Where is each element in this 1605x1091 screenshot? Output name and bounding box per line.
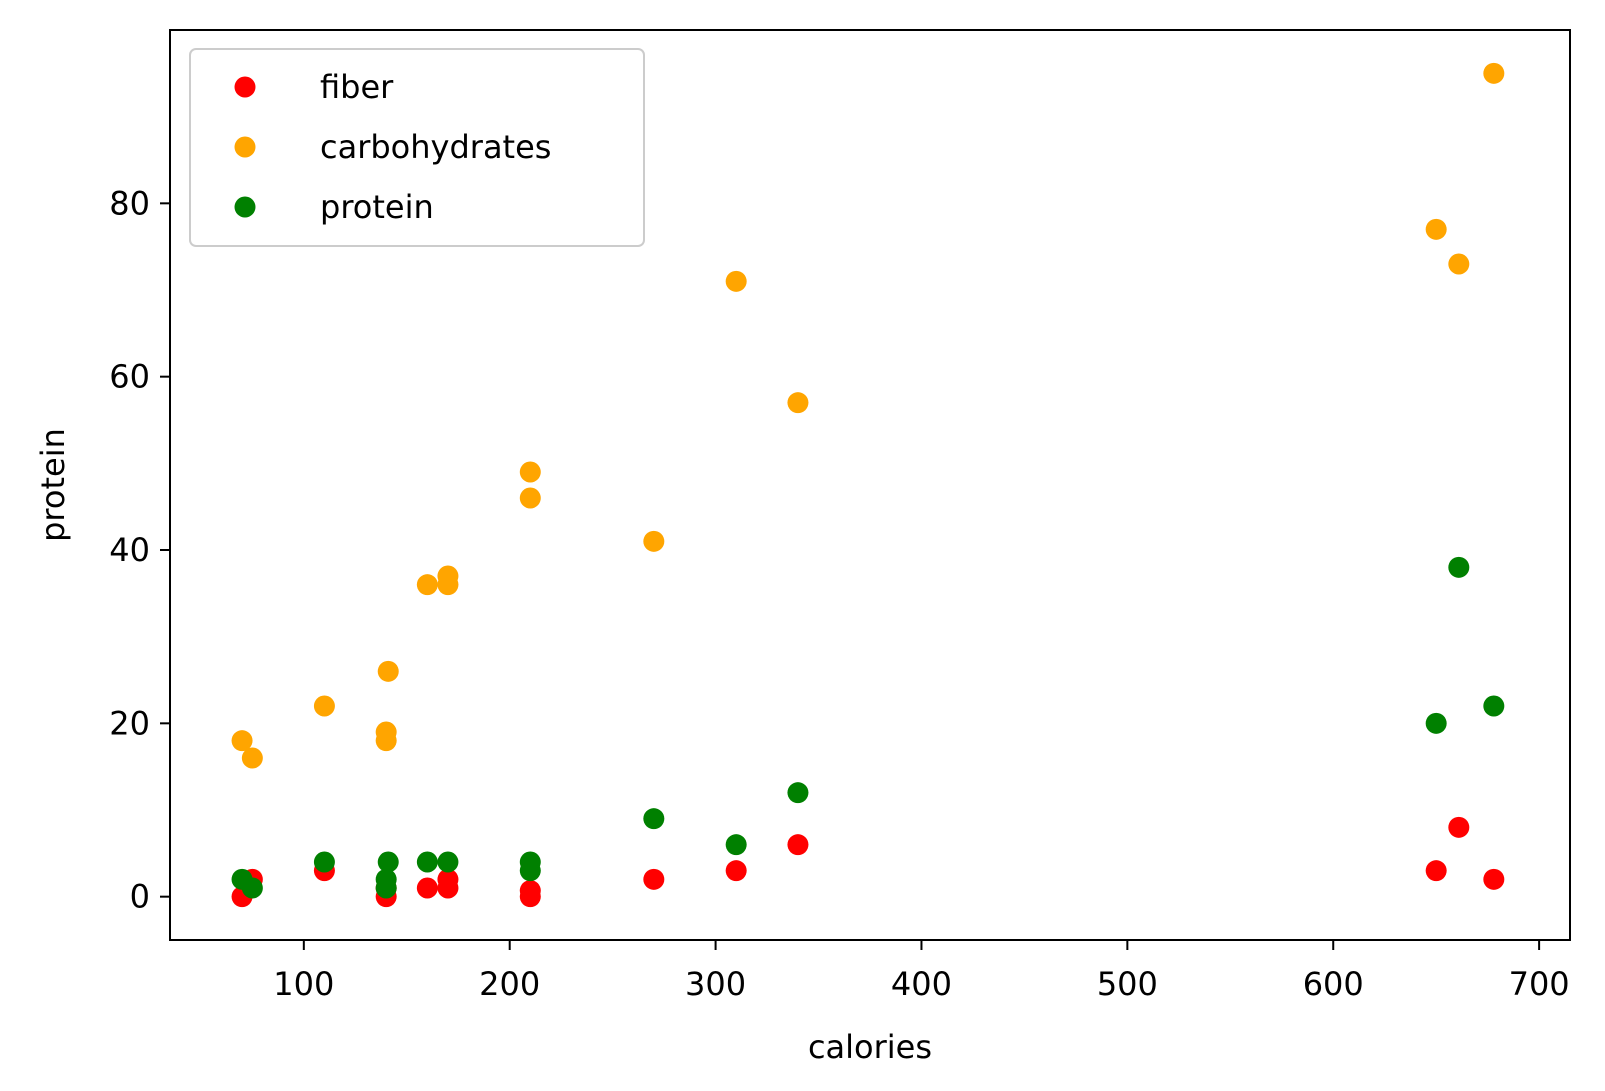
point-fiber-11 [725,860,747,882]
point-protein-2 [313,851,335,873]
legend-entry-carbohydrates: carbohydrates [234,128,551,166]
y-tick-label-40: 40 [109,531,150,569]
point-protein-12 [787,782,809,804]
y-tick-label-80: 80 [109,184,150,222]
point-protein-14 [1448,556,1470,578]
x-tick-label-200: 200 [479,965,540,1003]
point-protein-9 [519,860,541,882]
point-fiber-7 [437,877,459,899]
point-carbohydrates-6 [416,574,438,596]
point-fiber-10 [643,868,665,890]
point-protein-11 [725,834,747,856]
y-tick-label-0: 0 [130,878,150,916]
axis-ticks-layer: 100 200 300 400 500 600 700 0 20 40 60 80 [109,184,1569,1003]
plot-frame [169,29,1571,941]
x-tick-label-700: 700 [1509,965,1570,1003]
legend-marker-carbohydrates [234,136,256,158]
point-fiber-9 [519,880,541,902]
point-carbohydrates-15 [1448,253,1470,275]
point-protein-10 [643,808,665,830]
point-protein-1 [241,877,263,899]
x-tick-label-400: 400 [891,965,952,1003]
point-carbohydrates-8 [437,574,459,596]
y-tick-label-20: 20 [109,704,150,742]
legend: fiber carbohydrates protein [189,48,645,247]
legend-label-protein: protein [320,188,434,226]
y-axis-label: protein [34,428,72,542]
point-fiber-13 [1425,860,1447,882]
x-tick-label-300: 300 [685,965,746,1003]
legend-box [189,48,645,247]
data-points-layer [231,62,1505,908]
point-fiber-14 [1448,816,1470,838]
point-protein-5 [377,851,399,873]
point-protein-13 [1425,712,1447,734]
legend-label-carbohydrates: carbohydrates [320,128,551,166]
legend-marker-protein [234,196,256,218]
point-fiber-5 [416,877,438,899]
point-protein-4 [375,868,397,890]
legend-marker-fiber [234,76,256,98]
x-tick-label-100: 100 [273,965,334,1003]
point-protein-15 [1483,695,1505,717]
x-axis-label: calories [808,1028,932,1066]
point-protein-6 [416,851,438,873]
x-tick-label-600: 600 [1303,965,1364,1003]
legend-entry-fiber: fiber [234,68,394,106]
point-carbohydrates-10 [519,487,541,509]
point-carbohydrates-2 [313,695,335,717]
point-carbohydrates-13 [787,392,809,414]
point-carbohydrates-4 [375,730,397,752]
point-protein-7 [437,851,459,873]
y-tick-label-60: 60 [109,358,150,396]
point-carbohydrates-1 [241,747,263,769]
point-fiber-12 [787,834,809,856]
point-carbohydrates-14 [1425,218,1447,240]
legend-entry-protein: protein [234,188,434,226]
point-carbohydrates-9 [519,461,541,483]
legend-label-fiber: fiber [320,68,394,106]
point-carbohydrates-16 [1483,62,1505,84]
point-fiber-15 [1483,868,1505,890]
point-carbohydrates-12 [725,270,747,292]
point-carbohydrates-11 [643,530,665,552]
point-carbohydrates-0 [231,730,253,752]
point-carbohydrates-5 [377,660,399,682]
x-tick-label-500: 500 [1097,965,1158,1003]
